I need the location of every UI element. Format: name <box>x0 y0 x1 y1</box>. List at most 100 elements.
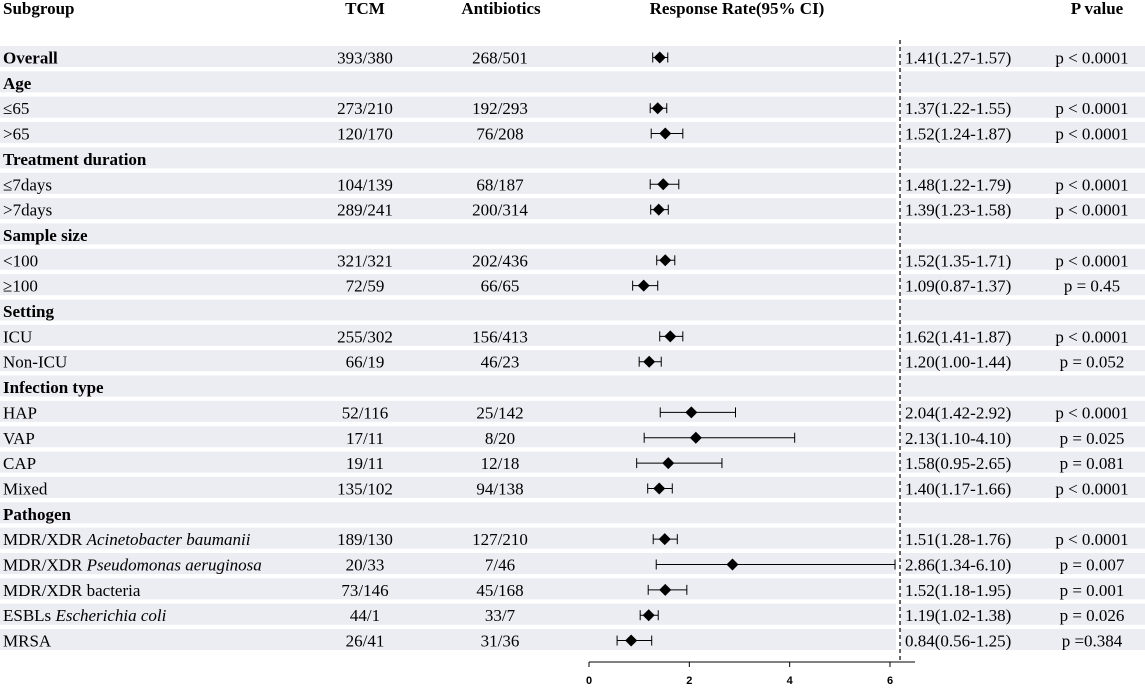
ci-text: 1.52(1.18-1.95) <box>905 581 1011 600</box>
row-band-left <box>0 172 896 194</box>
row-band-left <box>0 578 896 600</box>
header-subgroup: Subgroup <box>3 0 75 18</box>
ci-text: 2.04(1.42-2.92) <box>905 403 1011 422</box>
row-band-left <box>0 46 896 67</box>
antibiotics-count: 127/210 <box>472 530 528 549</box>
point-estimate <box>658 533 671 546</box>
subgroup-species: Acinetobacter baumanii <box>86 530 251 549</box>
subgroup-label: >65 <box>3 125 30 144</box>
point-estimate <box>659 127 672 140</box>
subgroup-label-text: Overall <box>3 49 58 68</box>
subgroup-label: Non-ICU <box>3 353 67 372</box>
subgroup-species: Pseudomonas aeruginosa <box>86 556 262 575</box>
subgroup-label-text: >7days <box>3 201 52 220</box>
row-band-right <box>901 400 1145 422</box>
tcm-count: 66/19 <box>346 353 385 372</box>
point-estimate <box>652 203 665 216</box>
row-band-right <box>901 553 1145 574</box>
subgroup-label: CAP <box>3 454 36 473</box>
subgroup-label: MDR/XDR Acinetobacter baumanii <box>3 530 251 549</box>
ci-text: 1.51(1.28-1.76) <box>905 530 1011 549</box>
row-band-left <box>0 603 896 625</box>
point-estimate <box>651 102 664 115</box>
p-value: p = 0.052 <box>1060 353 1125 372</box>
subgroup-label: HAP <box>3 403 37 422</box>
subgroup-label-text: ≤7days <box>3 175 52 194</box>
row-band-left <box>0 198 896 220</box>
antibiotics-count: 76/208 <box>476 125 523 144</box>
subgroup-label: Mixed <box>3 479 48 498</box>
antibiotics-count: 66/65 <box>481 277 520 296</box>
row-band-left <box>0 122 896 144</box>
p-value: p < 0.0001 <box>1055 175 1128 194</box>
tcm-count: 120/170 <box>337 125 393 144</box>
header-response-rate: Response Rate(95% CI) <box>650 0 825 18</box>
group-label: Pathogen <box>3 505 72 524</box>
subgroup-label-text: MDR/XDR bacteria <box>3 581 141 600</box>
point-estimate <box>653 482 666 495</box>
subgroup-label: ESBLs Escherichia coli <box>3 606 167 625</box>
p-value: p = 0.025 <box>1060 429 1125 448</box>
antibiotics-count: 31/36 <box>481 632 520 651</box>
row-band-right <box>901 578 1145 600</box>
row-band-right <box>901 350 1145 372</box>
point-estimate <box>625 634 638 647</box>
p-value: p =0.384 <box>1062 632 1123 651</box>
p-value: p < 0.0001 <box>1055 201 1128 220</box>
p-value: p < 0.0001 <box>1055 479 1128 498</box>
antibiotics-count: 7/46 <box>485 556 515 575</box>
row-band-right <box>901 502 1145 524</box>
tcm-count: 255/302 <box>337 327 393 346</box>
row-band-right <box>901 71 1145 93</box>
antibiotics-count: 8/20 <box>485 429 515 448</box>
row-band-left <box>0 451 896 473</box>
antibiotics-count: 268/501 <box>472 49 528 68</box>
antibiotics-count: 25/142 <box>476 403 523 422</box>
row-band-left <box>0 476 896 498</box>
ci-text: 0.84(0.56-1.25) <box>905 632 1011 651</box>
subgroup-label: ICU <box>3 327 32 346</box>
subgroup-label: MDR/XDR bacteria <box>3 581 141 600</box>
subgroup-label-text: <100 <box>3 251 38 270</box>
subgroup-species: Escherichia coli <box>54 606 166 625</box>
point-estimate <box>664 330 677 343</box>
tcm-count: 393/380 <box>337 49 393 68</box>
header-antibiotics: Antibiotics <box>461 0 541 18</box>
row-band-left <box>0 553 896 574</box>
antibiotics-count: 156/413 <box>472 327 528 346</box>
subgroup-label-text: VAP <box>3 429 35 448</box>
row-band-left <box>0 400 896 422</box>
x-tick-label: 2 <box>686 675 692 687</box>
subgroup-label-text: MDR/XDR <box>3 530 87 549</box>
p-value: p < 0.0001 <box>1055 99 1128 118</box>
group-label: Age <box>3 74 32 93</box>
antibiotics-count: 192/293 <box>472 99 528 118</box>
ci-text: 1.52(1.24-1.87) <box>905 125 1011 144</box>
row-band-left <box>0 299 896 321</box>
p-value: p < 0.0001 <box>1055 403 1128 422</box>
row-band-right <box>901 172 1145 194</box>
point-estimate <box>659 583 672 596</box>
p-value: p = 0.081 <box>1060 454 1125 473</box>
row-band-right <box>901 603 1145 625</box>
antibiotics-count: 45/168 <box>476 581 523 600</box>
header-p-value: P value <box>1071 0 1124 18</box>
ci-text: 1.48(1.22-1.79) <box>905 175 1011 194</box>
subgroup-label-text: ICU <box>3 327 32 346</box>
antibiotics-count: 68/187 <box>476 175 524 194</box>
ci-text: 1.09(0.87-1.37) <box>905 277 1011 296</box>
antibiotics-count: 46/23 <box>481 353 520 372</box>
subgroup-label-text: ≥100 <box>3 277 38 296</box>
point-estimate <box>653 51 666 64</box>
ci-text: 2.86(1.34-6.10) <box>905 556 1011 575</box>
antibiotics-count: 12/18 <box>481 454 520 473</box>
ci-text: 1.19(1.02-1.38) <box>905 606 1011 625</box>
row-band-right <box>901 629 1145 651</box>
row-band-right <box>901 46 1145 67</box>
subgroup-label: MDR/XDR Pseudomonas aeruginosa <box>3 556 262 575</box>
subgroup-label: ≤7days <box>3 175 52 194</box>
x-tick-label: 6 <box>887 675 893 687</box>
group-label: Treatment duration <box>3 150 147 169</box>
point-estimate <box>659 254 672 267</box>
